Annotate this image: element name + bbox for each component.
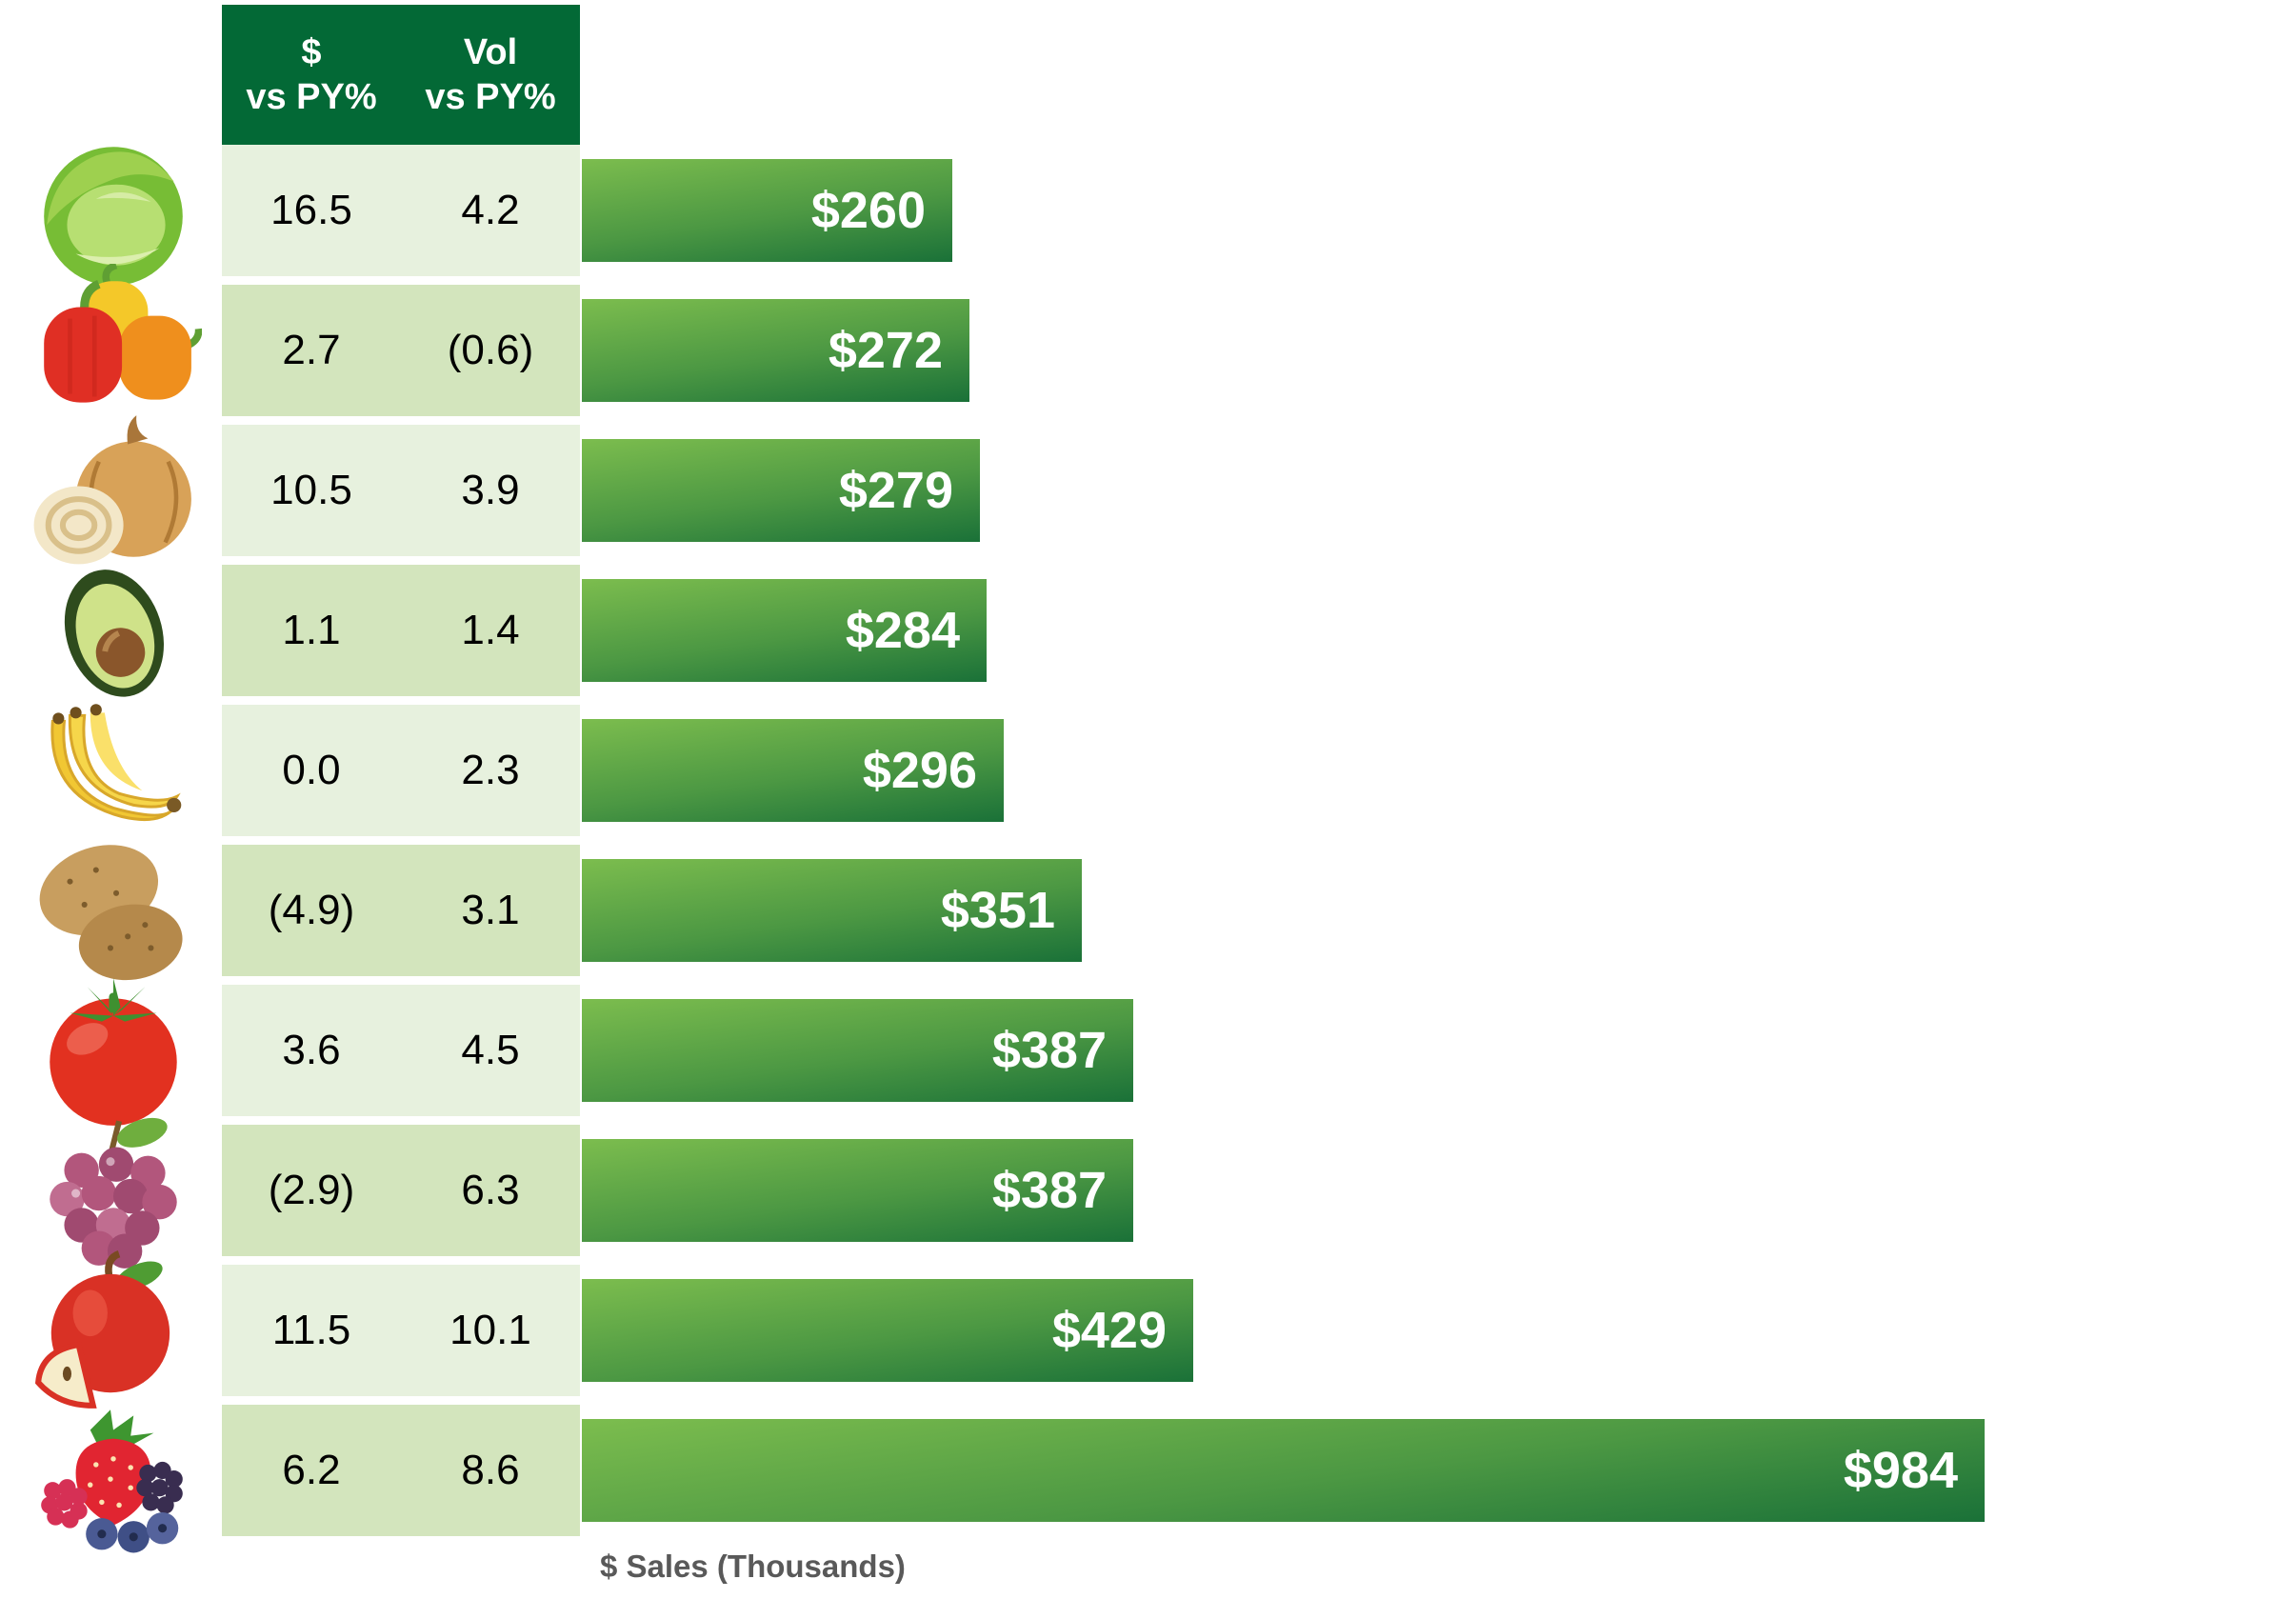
sales-bar-label: $296 (862, 742, 977, 799)
potatoes-icon (11, 822, 215, 999)
table-row-values: 0.0 2.3 (222, 705, 580, 836)
dollar-vs-py-value: 1.1 (282, 607, 341, 653)
dollar-vs-py-value: 0.0 (282, 747, 341, 793)
table-row: (2.9) 6.3 $387 (0, 1117, 2296, 1269)
bananas-icon (11, 682, 215, 859)
sales-bar: $429 (582, 1279, 1193, 1382)
vol-vs-py-value: (0.6) (447, 327, 534, 373)
sales-bar-label: $429 (1051, 1302, 1167, 1359)
table-row: 10.5 3.9 $279 (0, 415, 2296, 565)
vol-vs-py-value: 4.5 (461, 1027, 520, 1073)
vol-vs-py-value: 1.4 (461, 607, 520, 653)
sales-bar: $296 (582, 719, 1004, 822)
x-axis-title: $ Sales (Thousands) (600, 1549, 906, 1584)
sales-bar-label: $272 (828, 322, 943, 379)
grapes-icon (11, 1102, 215, 1279)
table-row-values: 6.2 8.6 (222, 1405, 580, 1536)
header-dollar-line1: $ (301, 32, 322, 73)
dollar-vs-py-value: 3.6 (282, 1027, 341, 1073)
sales-bar-label: $279 (838, 462, 953, 519)
sales-bar-label: $351 (940, 882, 1055, 939)
sales-bar: $984 (582, 1419, 1985, 1522)
dollar-vs-py-value: 2.7 (282, 327, 341, 373)
table-row: 0.0 2.3 $296 (0, 704, 2296, 836)
table-header-vol-vs-py: Vol vs PY% (401, 5, 580, 145)
sales-bar-label: $984 (1843, 1442, 1958, 1499)
vol-vs-py-value: 3.1 (461, 887, 520, 933)
sales-bar: $387 (582, 1139, 1133, 1242)
table-row-values: (4.9) 3.1 (222, 845, 580, 976)
sales-bar-label: $387 (991, 1022, 1107, 1079)
table-row: 2.7 (0.6) $272 (0, 264, 2296, 416)
header-vol-line2: vs PY% (425, 76, 556, 117)
header-vol-line1: Vol (463, 32, 518, 73)
dollar-vs-py-value: 10.5 (270, 467, 352, 513)
dollar-vs-py-value: (2.9) (268, 1167, 355, 1213)
lettuce-icon (11, 122, 215, 299)
sales-bar: $260 (582, 159, 952, 262)
table-row: 16.5 4.2 $260 (0, 145, 2296, 286)
table-row: 1.1 1.4 $284 (0, 565, 2296, 697)
sales-bar: $351 (582, 859, 1082, 962)
table-row-values: 11.5 10.1 (222, 1265, 580, 1396)
table-header: $ vs PY% Vol vs PY% (222, 5, 580, 145)
apple-icon (11, 1242, 215, 1419)
avocado-icon (11, 542, 215, 719)
dollar-vs-py-value: 16.5 (270, 187, 352, 233)
sales-bar: $387 (582, 999, 1133, 1102)
table-row-values: 2.7 (0.6) (222, 285, 580, 416)
onion-icon (11, 402, 215, 579)
dollar-vs-py-value: 11.5 (271, 1307, 351, 1353)
bell-peppers-icon (11, 262, 215, 439)
table-header-dollar-vs-py: $ vs PY% (222, 5, 401, 145)
table-row: 3.6 4.5 $387 (0, 978, 2296, 1126)
table-row: (4.9) 3.1 $351 (0, 845, 2296, 981)
tomato-icon (11, 962, 215, 1139)
vol-vs-py-value: 2.3 (461, 747, 520, 793)
sales-bar-label: $260 (810, 182, 926, 239)
table-row-values: 10.5 3.9 (222, 425, 580, 556)
vol-vs-py-value: 10.1 (449, 1307, 531, 1353)
sales-bar: $279 (582, 439, 980, 542)
table-row-values: (2.9) 6.3 (222, 1125, 580, 1256)
berries-icon (11, 1382, 215, 1559)
sales-bar: $272 (582, 299, 969, 402)
table-row: 6.2 8.6 $984 (0, 1405, 2296, 1553)
dollar-vs-py-value: (4.9) (268, 887, 355, 933)
sales-bar: $284 (582, 579, 987, 682)
vol-vs-py-value: 6.3 (461, 1167, 520, 1213)
sales-bar-label: $387 (991, 1162, 1107, 1219)
vol-vs-py-value: 8.6 (461, 1447, 520, 1493)
dollar-vs-py-value: 6.2 (282, 1447, 341, 1493)
sales-bar-label: $284 (845, 602, 960, 659)
vol-vs-py-value: 4.2 (461, 187, 520, 233)
table-row-values: 1.1 1.4 (222, 565, 580, 696)
table-row-values: 3.6 4.5 (222, 985, 580, 1116)
vol-vs-py-value: 3.9 (461, 467, 520, 513)
header-dollar-line2: vs PY% (246, 76, 377, 117)
table-row: 11.5 10.1 $429 (0, 1250, 2296, 1409)
table-row-values: 16.5 4.2 (222, 145, 580, 276)
